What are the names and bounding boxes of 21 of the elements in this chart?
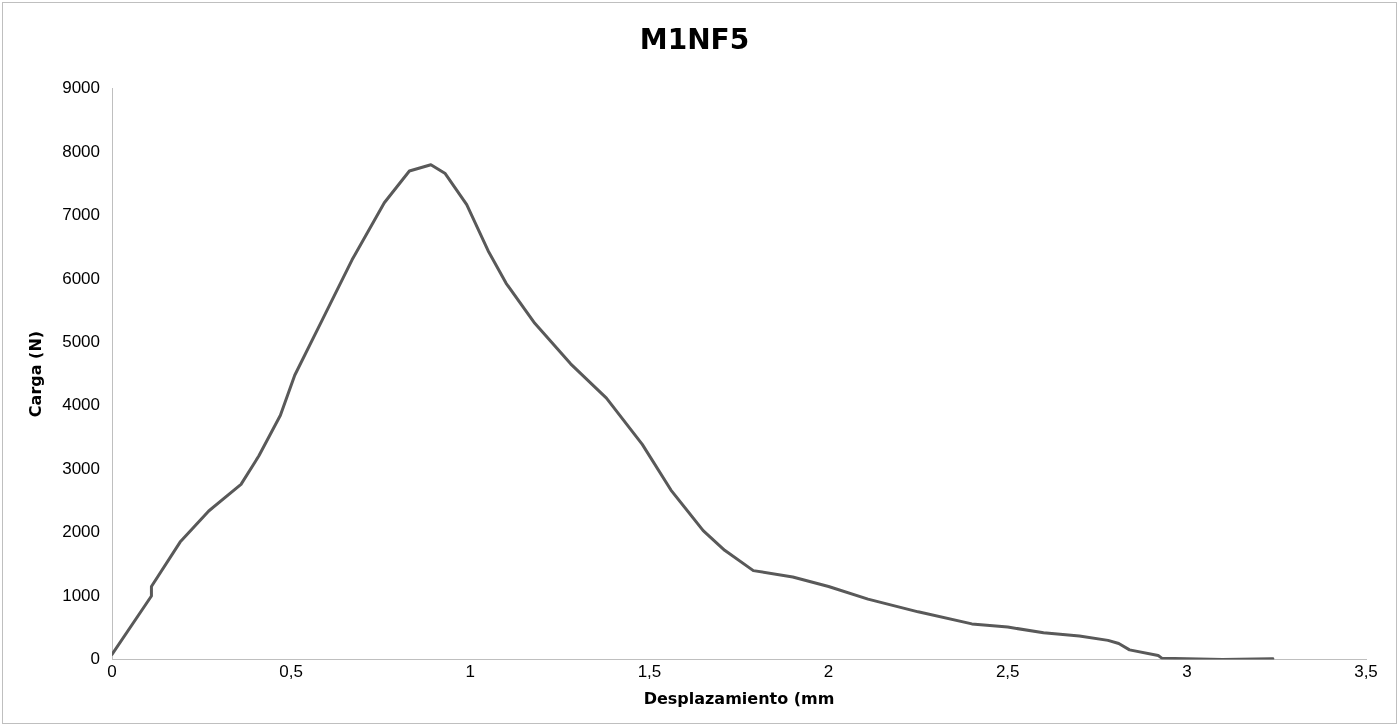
chart-title: M1NF5: [639, 23, 750, 57]
x-axis-title: Desplazamiento (mm: [643, 688, 835, 708]
x-tick-label: 2: [823, 662, 834, 682]
x-tick-label: 1,5: [637, 662, 662, 682]
y-tick-label: 0: [90, 649, 101, 669]
y-tick-label: 7000: [62, 205, 101, 225]
x-tick-label: 3,5: [1354, 662, 1378, 682]
y-tick-label: 3000: [62, 458, 101, 478]
y-tick-label: 5000: [62, 331, 101, 351]
x-tick-label: 0: [107, 662, 117, 682]
y-tick-label: 1000: [62, 585, 101, 605]
x-tick-label: 1: [465, 662, 476, 682]
x-tick-label: 3: [1182, 662, 1192, 682]
y-tick-label: 4000: [62, 395, 101, 415]
x-tick-label: 2,5: [995, 662, 1020, 682]
y-axis-title: Carga (N): [25, 330, 45, 418]
y-tick-label: 9000: [62, 78, 101, 98]
x-tick-label: 0,5: [279, 662, 303, 682]
y-tick-label: 8000: [62, 141, 101, 161]
y-tick-label: 6000: [62, 268, 101, 288]
y-tick-label: 2000: [62, 522, 101, 542]
